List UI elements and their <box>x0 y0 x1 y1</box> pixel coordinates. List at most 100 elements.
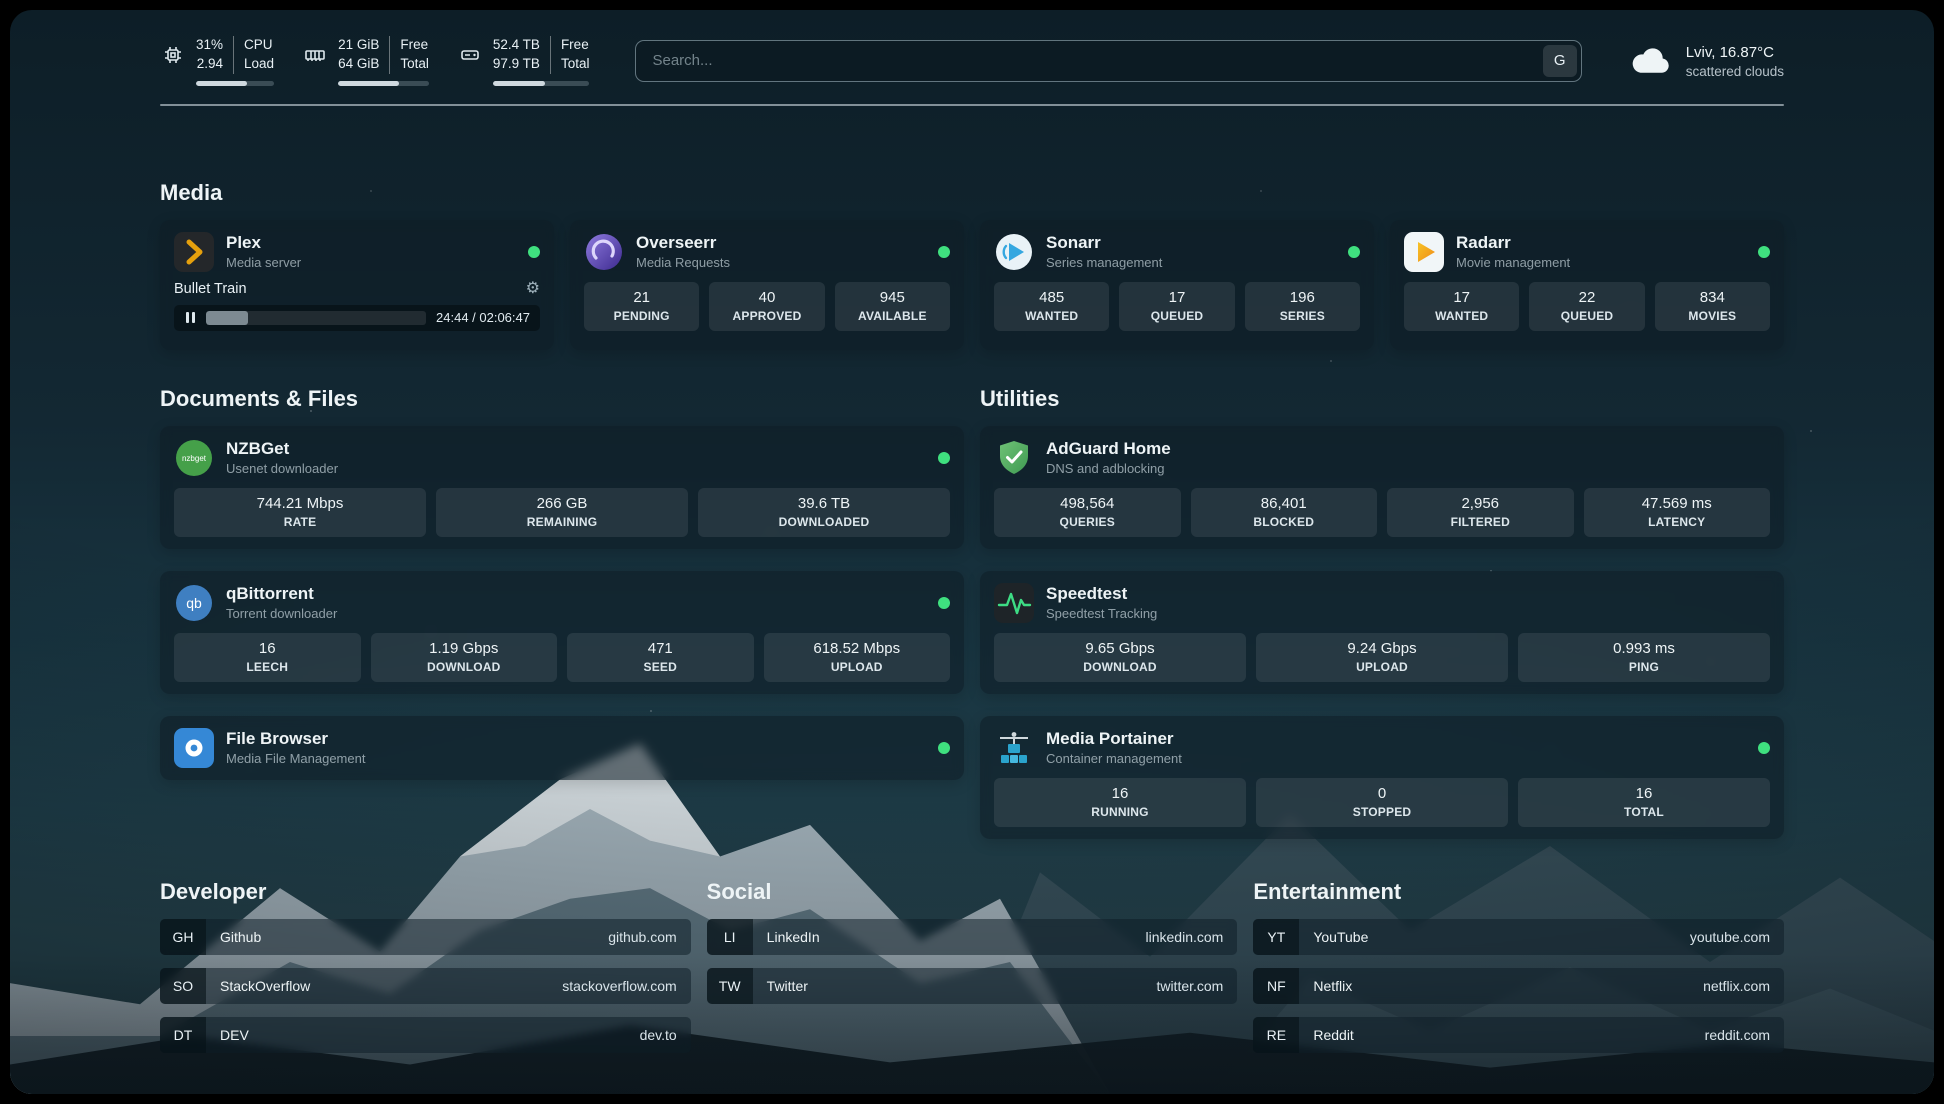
pause-icon[interactable] <box>180 310 200 326</box>
cpu-icon <box>160 42 186 68</box>
disk-stat: 52.4 TB 97.9 TB Free Total <box>457 36 590 86</box>
service-card-portainer[interactable]: Media Portainer Container management 16 … <box>980 715 1784 839</box>
service-card-qbittorrent[interactable]: qb qBittorrent Torrent downloader 16 LEE… <box>160 570 964 694</box>
service-subtitle: Movie management <box>1456 255 1571 271</box>
bookmark-netflix[interactable]: NF Netflix netflix.com <box>1253 967 1785 1004</box>
stats-row: 16 LEECH 1.19 Gbps DOWNLOAD 471 SEED 6 <box>174 632 950 682</box>
bookmark-dev[interactable]: DT DEV dev.to <box>160 1016 691 1053</box>
player-progress-track[interactable] <box>206 310 427 325</box>
bookmark-url: github.com <box>608 928 677 945</box>
bookmark-group-social: Social LI LinkedIn linkedin.com TW Twitt… <box>706 879 1238 1066</box>
bookmark-name: StackOverflow <box>220 977 311 994</box>
service-card-filebrowser[interactable]: File Browser Media File Management <box>160 715 964 780</box>
stat-value: 21 <box>633 288 650 306</box>
service-card-speedtest[interactable]: Speedtest Speedtest Tracking 9.65 Gbps D… <box>980 570 1784 694</box>
bookmark-abbr: DT <box>160 1016 206 1053</box>
service-card-plex[interactable]: Plex Media server Bullet Train ⚙ <box>160 219 554 350</box>
bookmark-stackoverflow[interactable]: SO StackOverflow stackoverflow.com <box>160 967 691 1004</box>
stat-label: DOWNLOAD <box>426 659 501 674</box>
stat-box: 22 QUEUED <box>1529 281 1645 331</box>
stat-value: 9.24 Gbps <box>1347 639 1417 657</box>
bookmark-url: twitter.com <box>1156 977 1224 994</box>
stat-label: WANTED <box>1435 308 1489 323</box>
status-dot <box>1758 741 1770 754</box>
system-stats: 31% 2.94 CPU Load <box>160 36 590 86</box>
nzbget-icon: nzbget <box>174 438 214 478</box>
stat-label: WANTED <box>1025 308 1079 323</box>
stat-value: 471 <box>647 639 673 657</box>
memory-values: 21 GiB 64 GiB <box>338 36 391 74</box>
now-playing-row: Bullet Train ⚙ <box>174 279 540 297</box>
section-media: Media Plex Media server <box>160 180 1784 350</box>
bookmark-github[interactable]: GH Github github.com <box>160 918 691 955</box>
stat-box: 196 SERIES <box>1244 281 1360 331</box>
stat-box: 9.24 Gbps UPLOAD <box>1256 632 1508 682</box>
memory-stat: 21 GiB 64 GiB Free Total <box>302 36 429 86</box>
stat-label: LEECH <box>246 659 289 674</box>
section-utilities: Utilities AdGuard <box>980 386 1784 839</box>
cpu-stat: 31% 2.94 CPU Load <box>160 36 275 86</box>
stat-value: 16 <box>258 639 276 657</box>
card-header: File Browser Media File Management <box>174 727 950 768</box>
documents-section-title: Documents & Files <box>160 385 359 411</box>
cloud-icon <box>1628 42 1674 80</box>
status-dot <box>1758 245 1770 258</box>
bookmark-url: stackoverflow.com <box>562 977 677 994</box>
bookmark-youtube[interactable]: YT YouTube youtube.com <box>1253 918 1785 955</box>
stat-box: 266 GB REMAINING <box>436 487 688 537</box>
stat-box: 16 RUNNING <box>994 777 1246 827</box>
stat-label: QUERIES <box>1059 514 1115 529</box>
card-header: qb qBittorrent Torrent downloader <box>174 583 950 623</box>
stat-value: 2,956 <box>1461 494 1500 512</box>
card-header: Overseerr Media Requests <box>584 232 950 272</box>
bookmark-name: YouTube <box>1313 928 1369 945</box>
bookmark-url: netflix.com <box>1703 977 1771 994</box>
service-subtitle: Container management <box>1046 751 1182 767</box>
stat-value: 22 <box>1578 288 1596 306</box>
stats-row: 17 WANTED 22 QUEUED 834 MOVIES <box>1404 281 1770 331</box>
search-bar: G <box>635 39 1582 82</box>
service-card-radarr[interactable]: Radarr Movie management 17 WANTED 22 QUE… <box>1390 219 1784 350</box>
service-meta: Speedtest Speedtest Tracking <box>1046 584 1157 621</box>
status-dot <box>938 741 950 754</box>
stat-value: 39.6 TB <box>797 494 851 512</box>
gear-icon[interactable]: ⚙ <box>525 279 540 297</box>
entertainment-section-title: Entertainment <box>1253 878 1402 904</box>
cpu-progress-track <box>196 80 275 86</box>
search-engine-button[interactable]: G <box>1542 44 1577 77</box>
service-meta: Sonarr Series management <box>1046 233 1162 270</box>
stat-value: 40 <box>758 288 776 306</box>
search-input[interactable] <box>635 39 1582 82</box>
bookmark-twitter[interactable]: TW Twitter twitter.com <box>706 967 1238 1004</box>
cpu-progress-fill <box>196 80 247 86</box>
bookmarks-area: Developer GH Github github.com SO StackO… <box>160 878 1785 1066</box>
svg-text:nzbget: nzbget <box>182 454 207 463</box>
bookmark-reddit[interactable]: RE Reddit reddit.com <box>1253 1016 1785 1053</box>
portainer-icon <box>994 728 1034 768</box>
service-card-sonarr[interactable]: Sonarr Series management 485 WANTED 17 Q… <box>980 219 1374 350</box>
memory-label-bottom: Total <box>400 55 429 71</box>
stat-value: 1.19 Gbps <box>429 639 499 657</box>
memory-progress-fill <box>338 80 399 86</box>
service-card-nzbget[interactable]: nzbget NZBGet Usenet downloader 744.21 M… <box>160 425 964 549</box>
service-subtitle: Usenet downloader <box>226 461 339 477</box>
card-header: Radarr Movie management <box>1404 231 1770 272</box>
service-card-overseerr[interactable]: Overseerr Media Requests 21 PENDING 40 A… <box>570 219 964 350</box>
card-header: Plex Media server <box>174 231 540 272</box>
stat-label: STOPPED <box>1352 804 1412 819</box>
bookmark-url: linkedin.com <box>1145 928 1224 945</box>
service-name: Media Portainer <box>1046 729 1174 749</box>
service-name: Sonarr <box>1046 233 1101 253</box>
bookmark-abbr: TW <box>706 967 753 1004</box>
stat-box: 16 LEECH <box>174 632 361 682</box>
sonarr-icon <box>994 232 1034 272</box>
stat-value: 498,564 <box>1060 494 1115 512</box>
service-name: qBittorrent <box>226 584 314 604</box>
service-card-adguard[interactable]: AdGuard Home DNS and adblocking 498,564 … <box>980 425 1784 549</box>
status-dot <box>938 451 950 464</box>
bookmark-linkedin[interactable]: LI LinkedIn linkedin.com <box>706 918 1238 955</box>
service-subtitle: Media Requests <box>636 255 730 271</box>
disk-label-top: Free <box>560 37 589 52</box>
player-bar: 24:44 / 02:06:47 <box>174 304 540 331</box>
